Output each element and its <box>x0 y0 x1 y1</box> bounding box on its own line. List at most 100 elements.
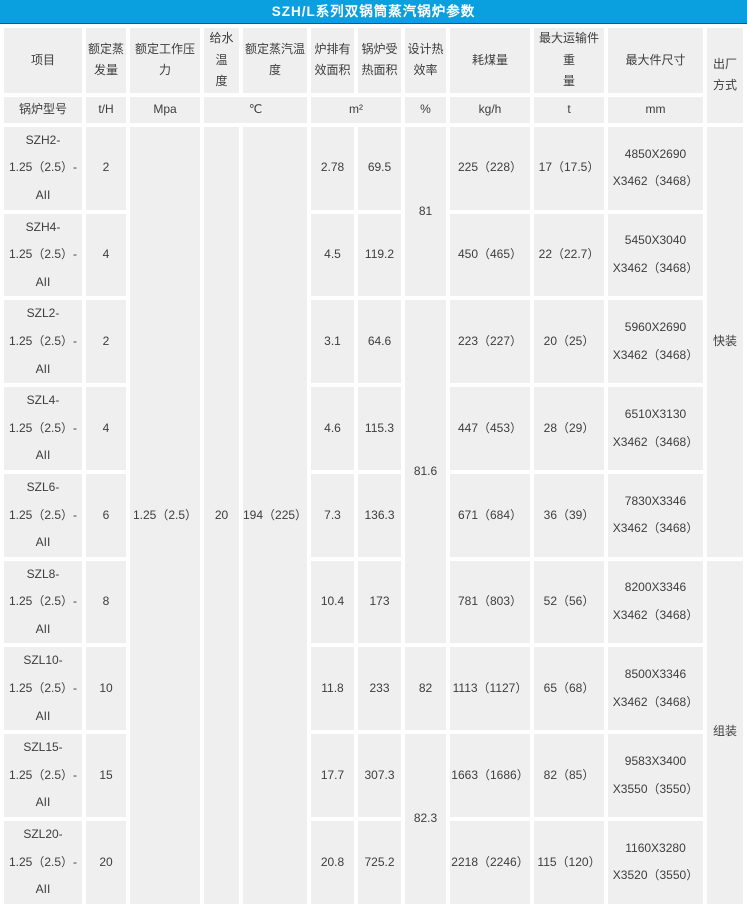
max-part-size: 8200X3346 X3462（3468） <box>608 560 703 644</box>
boiler-model: SZL8- 1.25（2.5）- AII <box>4 560 82 644</box>
coal-consumption: 447（453） <box>450 387 530 470</box>
header-steam-temp: 额定蒸汽温 度 <box>243 28 307 93</box>
heating-area: 233 <box>358 647 401 731</box>
thermal-efficiency-group: 82 <box>405 647 446 731</box>
unit-coal: kg/h <box>450 96 530 123</box>
thermal-efficiency-group: 82.3 <box>405 734 446 904</box>
coal-consumption: 1113（1127） <box>450 647 530 731</box>
max-part-size: 5960X2690 X3462（3468） <box>608 300 703 384</box>
unit-weight: t <box>534 96 604 123</box>
boiler-model: SZL20- 1.25（2.5）- AII <box>4 821 82 904</box>
rated-evaporation: 6 <box>86 473 126 557</box>
unit-pressure: Mpa <box>130 96 200 123</box>
coal-consumption: 2218（2246） <box>450 821 530 904</box>
header-row-units: 锅炉型号 t/H Mpa ℃ m² % kg/h t mm <box>4 96 743 123</box>
table-row-szl8: SZL8- 1.25（2.5）- AII 8 10.4 173 781（803）… <box>4 560 743 904</box>
header-boiler-model: 锅炉型号 <box>4 96 82 123</box>
unit-size: mm <box>608 96 703 123</box>
header-working-pressure: 额定工作压 力 <box>130 28 200 93</box>
rated-evaporation: 20 <box>86 821 126 904</box>
unit-temperature: ℃ <box>204 96 307 123</box>
table-row-szl10: SZL10- 1.25（2.5）- AII 10 11.8 233 82 111… <box>4 647 743 731</box>
transport-weight: 20（25） <box>534 300 604 384</box>
header-row-1: 项目 额定蒸 发量 额定工作压 力 给水温 度 额定蒸汽温 度 炉排有 效面积 … <box>4 28 743 123</box>
max-part-size: 7830X3346 X3462（3468） <box>608 473 703 557</box>
table-row-szl6: SZL6- 1.25（2.5）- AII 6 7.3 136.3 671（684… <box>4 473 743 557</box>
heating-area: 115.3 <box>358 387 401 470</box>
unit-area: m² <box>311 96 401 123</box>
transport-weight: 22（22.7） <box>534 213 604 297</box>
rated-evaporation: 4 <box>86 387 126 470</box>
rated-evaporation: 8 <box>86 560 126 644</box>
grate-area: 11.8 <box>311 647 354 731</box>
heating-area: 119.2 <box>358 213 401 297</box>
heating-area: 69.5 <box>358 126 401 210</box>
delivery-mode-group: 组装 <box>707 560 743 904</box>
grate-area: 17.7 <box>311 734 354 818</box>
table-row-szl15: SZL15- 1.25（2.5）- AII 15 17.7 307.3 82.3… <box>4 734 743 904</box>
boiler-model: SZH2- 1.25（2.5）- AII <box>4 126 82 210</box>
max-part-size: 6510X3130 X3462（3468） <box>608 387 703 470</box>
transport-weight: 65（68） <box>534 647 604 731</box>
heating-area: 173 <box>358 560 401 644</box>
transport-weight: 82（85） <box>534 734 604 818</box>
thermal-efficiency-group: 81.6 <box>405 300 446 644</box>
header-max-part-size: 最大件尺寸 <box>608 28 703 93</box>
rated-evaporation: 4 <box>86 213 126 297</box>
grate-area: 4.6 <box>311 387 354 470</box>
unit-evaporation: t/H <box>86 96 126 123</box>
max-part-size: 4850X2690 X3462（3468） <box>608 126 703 210</box>
coal-consumption: 671（684） <box>450 473 530 557</box>
boiler-model: SZL2- 1.25（2.5）- AII <box>4 300 82 384</box>
header-grate-area: 炉排有 效面积 <box>311 28 354 93</box>
boiler-model: SZL6- 1.25（2.5）- AII <box>4 473 82 557</box>
boiler-parameters-table: 项目 额定蒸 发量 额定工作压 力 给水温 度 额定蒸汽温 度 炉排有 效面积 … <box>0 24 747 908</box>
rated-evaporation: 10 <box>86 647 126 731</box>
grate-area: 2.78 <box>311 126 354 210</box>
header-thermal-efficiency: 设计热 效率 <box>405 28 446 93</box>
transport-weight: 115（120） <box>534 821 604 904</box>
max-part-size: 9583X3400 X3550（3550） <box>608 734 703 818</box>
header-coal-consumption: 耗煤量 <box>450 28 530 93</box>
grate-area: 4.5 <box>311 213 354 297</box>
shared-working-pressure: 1.25（2.5） <box>130 126 200 904</box>
rated-evaporation: 2 <box>86 300 126 384</box>
grate-area: 10.4 <box>311 560 354 644</box>
boiler-model: SZL15- 1.25（2.5）- AII <box>4 734 82 818</box>
delivery-mode-group: 快装 <box>707 126 743 557</box>
thermal-efficiency-group: 81 <box>405 126 446 297</box>
header-rated-evaporation: 额定蒸 发量 <box>86 28 126 93</box>
shared-feedwater-temp: 20 <box>204 126 239 904</box>
transport-weight: 36（39） <box>534 473 604 557</box>
heating-area: 64.6 <box>358 300 401 384</box>
rated-evaporation: 2 <box>86 126 126 210</box>
header-heating-area: 锅炉受 热面积 <box>358 28 401 93</box>
header-project: 项目 <box>4 28 82 93</box>
header-transport-weight: 最大运输件重 量 <box>534 28 604 93</box>
coal-consumption: 1663（1686） <box>450 734 530 818</box>
table-row-szh2: SZH2- 1.25（2.5）- AII 2 1.25（2.5） 20 194（… <box>4 126 743 904</box>
max-part-size: 5450X3040 X3462（3468） <box>608 213 703 297</box>
max-part-size: 1160X3280 X3520（3550） <box>608 821 703 904</box>
max-part-size: 8500X3346 X3462（3468） <box>608 647 703 731</box>
table-row-szh4: SZH4- 1.25（2.5）- AII 4 4.5 119.2 450（465… <box>4 213 743 297</box>
shared-steam-temp: 194（225） <box>243 126 307 904</box>
unit-efficiency: % <box>405 96 446 123</box>
heating-area: 136.3 <box>358 473 401 557</box>
transport-weight: 17（17.5） <box>534 126 604 210</box>
coal-consumption: 225（228） <box>450 126 530 210</box>
grate-area: 7.3 <box>311 473 354 557</box>
heating-area: 725.2 <box>358 821 401 904</box>
boiler-model: SZH4- 1.25（2.5）- AII <box>4 213 82 297</box>
heating-area: 307.3 <box>358 734 401 818</box>
header-delivery-mode: 出厂 方式 <box>707 28 743 123</box>
rated-evaporation: 15 <box>86 734 126 818</box>
coal-consumption: 450（465） <box>450 213 530 297</box>
table-row-szl2: SZL2- 1.25（2.5）- AII 2 3.1 64.6 81.6 223… <box>4 300 743 644</box>
header-feedwater-temp: 给水温 度 <box>204 28 239 93</box>
coal-consumption: 223（227） <box>450 300 530 384</box>
table-row-szl4: SZL4- 1.25（2.5）- AII 4 4.6 115.3 447（453… <box>4 387 743 470</box>
transport-weight: 52（56） <box>534 560 604 644</box>
page-title: SZH/L系列双锅筒蒸汽锅炉参数 <box>0 0 747 24</box>
boiler-model: SZL4- 1.25（2.5）- AII <box>4 387 82 470</box>
